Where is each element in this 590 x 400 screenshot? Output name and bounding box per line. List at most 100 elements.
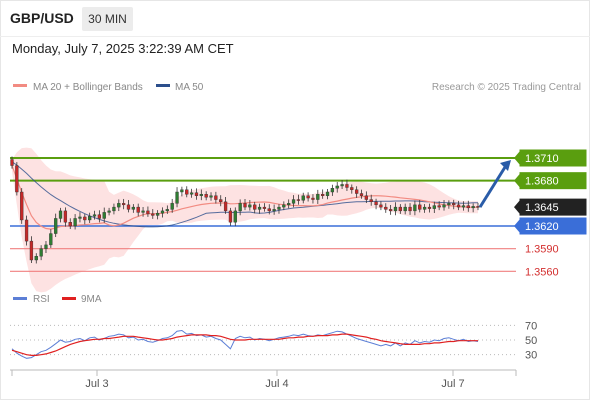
candle <box>471 203 475 213</box>
ma9-legend-label: 9MA <box>81 294 102 305</box>
pivot-tag: 1.3620 <box>514 217 587 235</box>
candle <box>107 207 111 216</box>
candle <box>476 202 480 211</box>
forecast-arrow-shaft <box>478 163 509 208</box>
ma20-legend-label: MA 20 + Bollinger Bands <box>33 82 143 93</box>
x-tick-label: Jul 7 <box>441 378 464 390</box>
candle <box>58 207 63 223</box>
candle <box>78 212 82 223</box>
candle <box>175 187 179 208</box>
candle <box>345 179 349 191</box>
rsi-tick-label: 50 <box>525 335 537 347</box>
candle <box>223 196 228 214</box>
candle <box>24 215 29 246</box>
candle <box>34 253 38 264</box>
forecast-arrow-head <box>500 160 511 171</box>
rsi-tick-label: 30 <box>525 350 537 362</box>
support-tag-2: 1.3560 <box>525 266 559 278</box>
candle <box>10 156 14 169</box>
header-bar: GBP/USD 30 MIN <box>0 0 590 37</box>
candle <box>238 199 242 216</box>
svg-text:1.3680: 1.3680 <box>525 176 559 188</box>
svg-text:1.3645: 1.3645 <box>525 202 559 214</box>
candle <box>141 206 145 217</box>
candle <box>189 188 194 198</box>
candle <box>180 186 184 197</box>
rsi-legend-label: RSI <box>33 294 50 305</box>
candle <box>54 213 58 238</box>
candle <box>374 198 378 210</box>
candle <box>427 203 432 213</box>
candle <box>63 207 68 227</box>
candle <box>29 236 34 264</box>
candle <box>88 212 92 223</box>
candle <box>233 207 237 227</box>
candle <box>122 198 126 210</box>
candle <box>364 191 368 204</box>
candle <box>422 204 427 213</box>
candle <box>316 189 320 204</box>
candle <box>447 200 451 209</box>
price-panel: 1.3710 1.3680 1.3645 1.3620 1.3590 1.3560 <box>10 147 587 293</box>
candle <box>126 200 131 213</box>
candle <box>272 204 276 215</box>
candle <box>296 194 301 205</box>
candle <box>146 206 150 217</box>
candle <box>369 194 373 206</box>
candle <box>204 191 208 201</box>
candle <box>355 186 359 198</box>
symbol-title: GBP/USD <box>10 10 74 26</box>
rsi-tick-label: 70 <box>525 320 537 332</box>
candle <box>155 210 160 220</box>
svg-text:1.3710: 1.3710 <box>525 153 559 165</box>
candle <box>185 186 189 198</box>
candle <box>350 184 354 194</box>
resistance-tag-2: 1.3680 <box>514 172 587 190</box>
research-credit: Research © 2025 Trading Central <box>432 82 581 93</box>
candle <box>291 195 296 208</box>
candle <box>15 162 19 196</box>
candle <box>325 188 330 200</box>
candle <box>165 205 169 214</box>
candle <box>170 198 174 213</box>
candle <box>452 199 456 210</box>
candle <box>321 189 325 199</box>
datetime-label: Monday, July 7, 2025 3:22:39 AM CET <box>12 41 234 56</box>
candle <box>287 199 291 209</box>
candle <box>248 200 252 211</box>
candle <box>214 191 218 204</box>
candle <box>388 204 393 215</box>
candle <box>267 204 271 215</box>
candle <box>92 210 97 220</box>
candle <box>461 201 466 211</box>
candle <box>20 188 24 224</box>
candle <box>39 245 43 261</box>
rsi-ma9-line <box>11 333 478 356</box>
candle <box>83 213 87 225</box>
candle <box>49 229 53 248</box>
candle <box>228 207 233 226</box>
candle <box>301 192 305 204</box>
rsi-legend-swatch <box>13 297 27 300</box>
candle <box>199 189 203 201</box>
candle <box>413 200 417 216</box>
current-price-tag: 1.3645 <box>514 198 587 216</box>
candle <box>403 203 407 215</box>
candle <box>384 203 388 213</box>
candle <box>335 182 339 193</box>
x-tick-label: Jul 4 <box>265 378 288 390</box>
x-axis: Jul 3 Jul 4 Jul 7 <box>11 370 517 390</box>
candle <box>466 200 470 212</box>
candle <box>262 203 267 212</box>
timeframe-button[interactable]: 30 MIN <box>82 7 133 31</box>
candle <box>306 192 310 202</box>
candle <box>117 199 121 212</box>
candle <box>311 194 315 204</box>
rsi-line <box>11 329 479 359</box>
ma9-legend-swatch <box>62 297 76 300</box>
candle <box>432 201 436 214</box>
candle <box>209 192 213 201</box>
bollinger-band <box>12 147 478 293</box>
candle <box>282 201 286 211</box>
